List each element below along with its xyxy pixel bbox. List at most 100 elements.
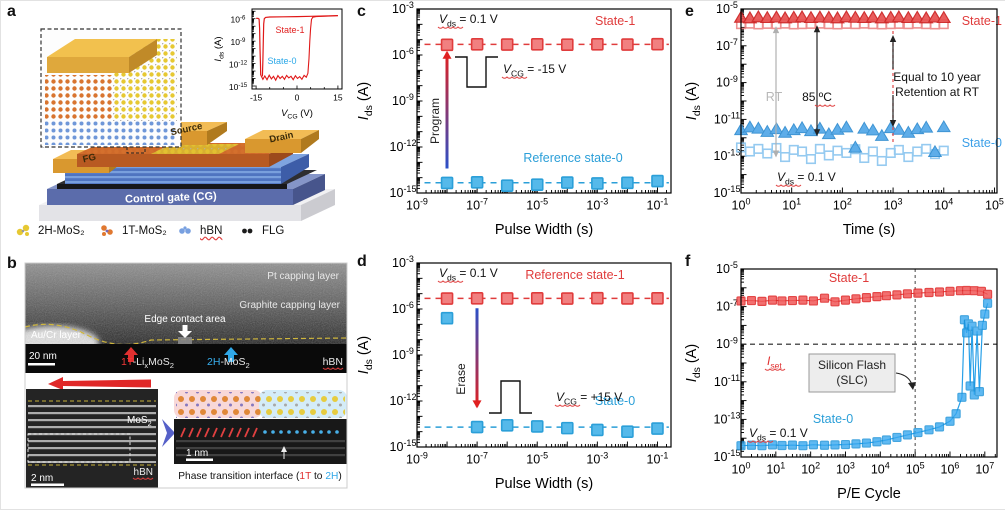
tem-cross-section-image xyxy=(24,263,348,346)
erase-pulse-width-chart: 10-9 10-7 10-5 10-3 10-1 10-15 10-12 10-9 10-6 10… xyxy=(356,255,672,492)
panel-a-letter: a xyxy=(7,3,16,20)
svg-text:State-1: State-1 xyxy=(275,25,304,35)
svg-text:State-0: State-0 xyxy=(595,394,635,408)
svg-text:State-0: State-0 xyxy=(813,412,853,426)
scalebar-1nm xyxy=(186,458,213,461)
svg-text:State-1: State-1 xyxy=(962,14,1002,28)
svg-text:Drain: Drain xyxy=(268,130,294,146)
material-legend: 2H-MoS₂ 1T-MoS₂ hBN FLG xyxy=(1,223,353,249)
legend-label-2h-mos2: 2H-MoS₂ xyxy=(38,225,85,237)
svg-text:RT: RT xyxy=(766,90,783,104)
phase-label-strip xyxy=(25,344,347,373)
svg-text:Au/Cr layer: Au/Cr layer xyxy=(31,330,82,341)
svg-text:10-1: 10-1 xyxy=(647,197,669,213)
svg-text:10-15: 10-15 xyxy=(390,438,417,454)
svg-text:Pulse Width (s): Pulse Width (s) xyxy=(495,476,593,492)
edge-contact-marker xyxy=(178,337,192,344)
svg-text:Ids (A): Ids (A) xyxy=(356,336,375,374)
atomic-model-strip xyxy=(174,390,347,418)
legend-item-hbn: hBN xyxy=(177,223,222,239)
panel-a-device-schematic: a xyxy=(1,1,353,251)
hbn-icon xyxy=(179,226,191,234)
svg-text:10-13: 10-13 xyxy=(714,411,741,427)
svg-text:105: 105 xyxy=(906,461,925,477)
svg-text:10-15: 10-15 xyxy=(229,82,248,92)
svg-text:102: 102 xyxy=(833,197,852,213)
svg-text:(SLC): (SLC) xyxy=(836,373,867,387)
endurance-pe-cycle-chart: 100 101 102 103 104 105 106 107 10-5 10-7 10-9 10-1… xyxy=(684,260,998,502)
lattice-zoom-inset xyxy=(40,28,182,148)
svg-text:105: 105 xyxy=(985,197,1004,213)
svg-text:Pt capping layer: Pt capping layer xyxy=(267,271,339,282)
svg-text:10-5: 10-5 xyxy=(526,197,548,213)
svg-text:hBN: hBN xyxy=(134,467,153,478)
svg-text:10-11: 10-11 xyxy=(714,373,740,389)
svg-text:Vds = 0.1 V: Vds = 0.1 V xyxy=(439,12,498,28)
svg-text:107: 107 xyxy=(975,461,994,477)
svg-text:Edge contact area: Edge contact area xyxy=(144,314,226,325)
2h-up-arrow-icon xyxy=(224,347,238,362)
svg-text:10-9: 10-9 xyxy=(716,335,738,351)
svg-text:101: 101 xyxy=(766,461,785,477)
panel-b-letter: b xyxy=(7,255,17,272)
svg-text:State-0: State-0 xyxy=(267,56,296,66)
svg-text:10-9: 10-9 xyxy=(392,92,414,108)
svg-text:State-1: State-1 xyxy=(829,271,869,285)
scalebar-20nm xyxy=(28,363,55,366)
panel-d-erase-chart: d 10-9 10-7 10-5 10-3 10-1 10-15 10-12 10-9 10-6… xyxy=(353,251,681,509)
svg-text:10-9: 10-9 xyxy=(406,451,428,467)
panel-c-letter: c xyxy=(357,3,366,20)
svg-text:Equal to 10 year: Equal to 10 year xyxy=(893,70,980,84)
svg-text:Ids (A): Ids (A) xyxy=(684,82,703,120)
phase-interface-image xyxy=(174,419,347,464)
svg-text:10-5: 10-5 xyxy=(526,451,548,467)
scalebar-2nm xyxy=(31,483,64,486)
svg-text:2H-MoS2: 2H-MoS2 xyxy=(207,356,250,370)
svg-text:Phase transition interface (1T: Phase transition interface (1T to 2H) xyxy=(178,471,342,482)
panel-c-program-chart: c 10-9 10-7 10-5 10-3 10-1 10-15 10-12 10-9 10-6… xyxy=(353,1,681,251)
svg-text:10-7: 10-7 xyxy=(716,298,738,314)
retention-time-chart: 100 101 102 103 104 105 10-5 10-7 10-9 10-11 10-13… xyxy=(684,1,1004,238)
svg-text:2 nm: 2 nm xyxy=(31,473,53,484)
edge-contact-down-arrow-icon xyxy=(178,325,192,338)
svg-text:VCG (V): VCG (V) xyxy=(281,108,313,121)
legend-label-1t-mos2: 1T-MoS₂ xyxy=(122,225,167,237)
svg-text:10-6: 10-6 xyxy=(392,46,414,62)
svg-text:10-9: 10-9 xyxy=(716,74,738,90)
svg-text:Pulse Width (s): Pulse Width (s) xyxy=(495,222,593,238)
svg-text:10-3: 10-3 xyxy=(392,255,414,270)
svg-text:102: 102 xyxy=(801,461,820,477)
svg-text:Ids (A): Ids (A) xyxy=(213,36,226,61)
red-arrow-icon xyxy=(48,377,151,390)
svg-text:10-7: 10-7 xyxy=(716,37,738,53)
legend-label-flg: FLG xyxy=(262,225,285,237)
svg-text:10-3: 10-3 xyxy=(392,1,414,16)
svg-text:P/E Cycle: P/E Cycle xyxy=(837,486,901,502)
svg-text:10-5: 10-5 xyxy=(716,1,738,16)
svg-text:Control gate (CG): Control gate (CG) xyxy=(125,190,217,205)
svg-text:85 ºC: 85 ºC xyxy=(802,90,832,104)
panel-b-tem-images: b xyxy=(1,251,353,509)
2h-mos2-icon xyxy=(16,224,30,236)
svg-text:VCG = +15 V: VCG = +15 V xyxy=(556,390,622,406)
svg-text:1T-LixMoS2: 1T-LixMoS2 xyxy=(121,356,174,370)
svg-text:15: 15 xyxy=(333,93,343,103)
svg-text:10-9: 10-9 xyxy=(406,197,428,213)
svg-text:103: 103 xyxy=(884,197,903,213)
svg-text:100: 100 xyxy=(732,461,751,477)
svg-text:10-6: 10-6 xyxy=(392,300,414,316)
svg-text:103: 103 xyxy=(836,461,855,477)
tem-cross-section-collage: Pt capping layer Graphite capping layer Ed… xyxy=(24,262,348,489)
svg-text:10-3: 10-3 xyxy=(586,451,608,467)
svg-text:FG: FG xyxy=(82,152,97,166)
svg-text:10-11: 10-11 xyxy=(714,111,740,127)
flg-icon xyxy=(242,228,253,234)
svg-text:10-6: 10-6 xyxy=(231,15,246,25)
svg-text:Reference state-0: Reference state-0 xyxy=(523,151,622,165)
interface-dashed-line xyxy=(24,323,348,346)
svg-text:-15: -15 xyxy=(250,93,263,103)
svg-text:10-12: 10-12 xyxy=(390,138,417,154)
svg-text:10-15: 10-15 xyxy=(390,184,417,200)
